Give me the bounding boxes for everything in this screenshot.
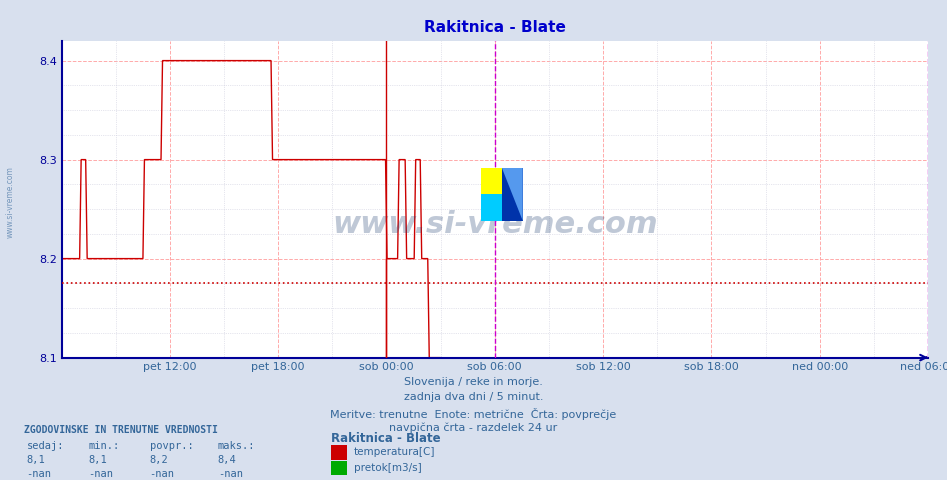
Text: zadnja dva dni / 5 minut.: zadnja dva dni / 5 minut. [403,392,544,402]
Text: www.si-vreme.com: www.si-vreme.com [6,166,15,238]
Text: Rakitnica - Blate: Rakitnica - Blate [331,432,441,445]
Text: 8,4: 8,4 [218,455,237,465]
Text: -nan: -nan [150,469,174,480]
Title: Rakitnica - Blate: Rakitnica - Blate [424,21,565,36]
Text: min.:: min.: [88,441,119,451]
Text: 8,1: 8,1 [88,455,107,465]
Polygon shape [502,168,523,221]
Text: temperatura[C]: temperatura[C] [354,447,436,457]
Text: navpična črta - razdelek 24 ur: navpična črta - razdelek 24 ur [389,423,558,433]
Text: -nan: -nan [218,469,242,480]
Text: povpr.:: povpr.: [150,441,193,451]
Text: sedaj:: sedaj: [27,441,64,451]
Text: pretok[m3/s]: pretok[m3/s] [354,463,422,472]
Text: www.si-vreme.com: www.si-vreme.com [332,210,657,239]
Text: -nan: -nan [27,469,51,480]
Text: 8,1: 8,1 [27,455,45,465]
Text: Meritve: trenutne  Enote: metrične  Črta: povprečje: Meritve: trenutne Enote: metrične Črta: … [331,408,616,420]
Text: ZGODOVINSKE IN TRENUTNE VREDNOSTI: ZGODOVINSKE IN TRENUTNE VREDNOSTI [24,425,218,435]
Text: -nan: -nan [88,469,113,480]
Text: 8,2: 8,2 [150,455,169,465]
Text: maks.:: maks.: [218,441,256,451]
Text: Slovenija / reke in morje.: Slovenija / reke in morje. [404,377,543,387]
